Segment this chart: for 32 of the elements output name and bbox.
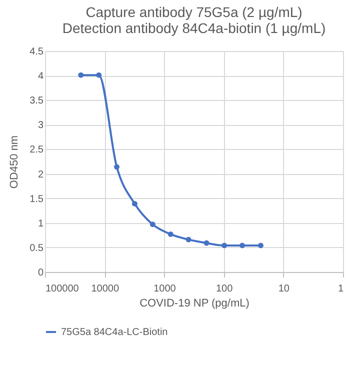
- legend-label: 75G5a 84C4a-LC-Biotin: [61, 327, 168, 338]
- y-tick-label: 3: [38, 120, 44, 132]
- x-axis-title: COVID-19 NP (pg/mL): [140, 298, 250, 310]
- x-tick-label: 100: [216, 284, 234, 294]
- y-tick-label: 2: [38, 169, 44, 180]
- x-tick-label: 10: [278, 284, 290, 294]
- y-tick-label: 4: [38, 71, 44, 82]
- y-tick-label: 4.5: [30, 46, 44, 58]
- y-tick-label: 3.5: [30, 96, 44, 107]
- x-tick-label: 100000: [46, 284, 80, 294]
- point: [78, 72, 84, 78]
- x-tick-label: 1000: [154, 284, 176, 294]
- y-tick-label: 0: [38, 268, 44, 278]
- x-tick-label: 10000: [91, 284, 120, 294]
- y-tick-label: 0.5: [30, 242, 44, 254]
- text: Detection antibody 84C4a-biotin (1 µg/mL): [62, 20, 326, 36]
- y-tick-label: 2.5: [30, 144, 44, 156]
- point: [96, 72, 102, 78]
- point: [132, 201, 138, 206]
- point: [114, 164, 120, 170]
- point: [168, 231, 174, 237]
- text: Capture antibody 75G5a (2 µg/mL): [86, 4, 302, 20]
- point: [258, 242, 264, 248]
- y-tick-label: 1.5: [30, 194, 44, 205]
- point: [240, 242, 246, 248]
- x-tick-label: 1: [338, 284, 344, 294]
- point: [204, 240, 210, 246]
- point: [150, 222, 156, 228]
- y-tick-label: 1: [38, 218, 44, 230]
- y-axis-title: OD450 nm: [8, 135, 21, 189]
- point: [222, 242, 228, 248]
- point: [186, 236, 192, 242]
